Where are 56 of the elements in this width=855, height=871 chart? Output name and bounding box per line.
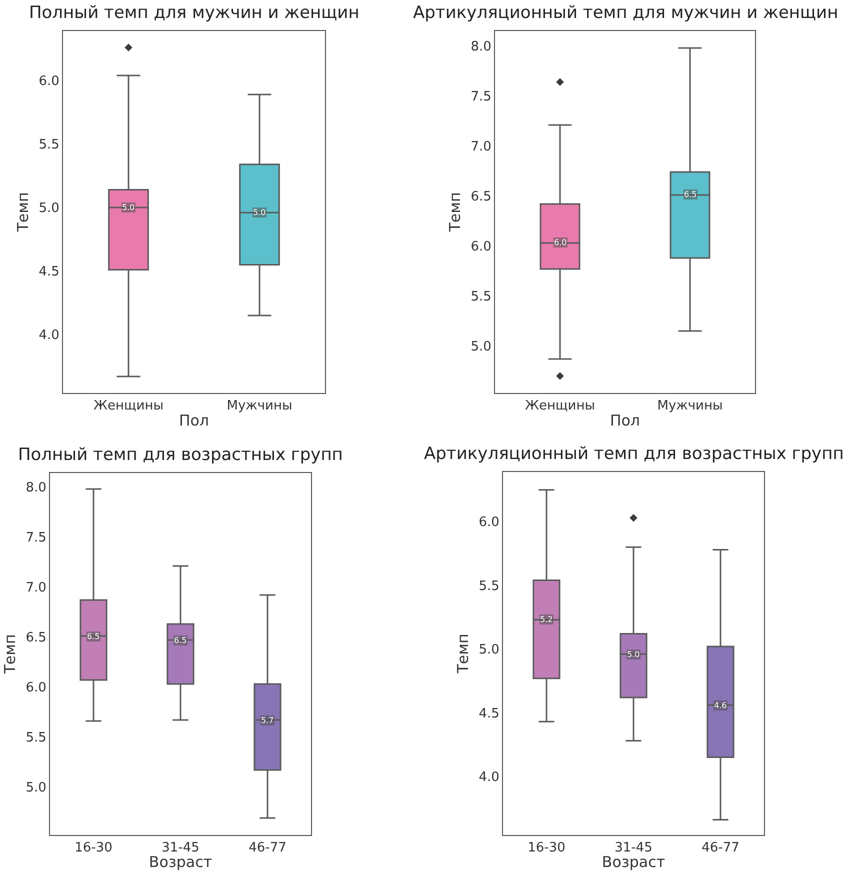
y-tick-label: 6.5 (26, 630, 46, 646)
y-axis-title: Темп (446, 192, 464, 233)
text: 6.5 (87, 632, 100, 641)
text: 4.6 (714, 701, 727, 710)
y-tick-label: 6.0 (478, 515, 500, 530)
y-tick-label: 5.0 (478, 642, 500, 658)
y-tick-label: 8.0 (26, 480, 46, 496)
y-tick-label: 5.5 (470, 290, 492, 305)
y-tick-label: 7.0 (26, 580, 46, 596)
x-tick-label: 46-77 (702, 840, 740, 856)
text: 6.5 (174, 636, 187, 645)
x-tick-label: Мужчины (226, 398, 292, 414)
y-tick-label: 6.0 (38, 74, 60, 90)
y-tick-label: 4.0 (478, 770, 500, 785)
x-tick-label: Мужчины (657, 398, 723, 414)
text: 5.7 (261, 716, 274, 725)
x-tick-label: Женщины (94, 398, 164, 414)
y-tick-label: 6.0 (26, 680, 46, 696)
chart-title: Полный темп для возрастных групп (18, 445, 343, 465)
x-tick-label: 46-77 (248, 840, 286, 856)
text: 5.2 (540, 615, 553, 624)
y-tick-label: 5.0 (470, 340, 492, 355)
y-tick-label: 7.5 (26, 530, 46, 546)
text: 5.0 (122, 203, 135, 212)
x-axis-title: Пол (610, 412, 640, 430)
y-tick-label: 4.0 (38, 328, 60, 344)
text: 6.5 (684, 190, 697, 199)
y-tick-label: 7.0 (470, 140, 492, 155)
x-tick-label: 16-30 (528, 840, 566, 856)
x-tick-label: 31-45 (162, 840, 200, 856)
chart-title: Артикуляционный темп для мужчин и женщин (413, 3, 838, 23)
y-tick-label: 4.5 (478, 706, 500, 722)
y-tick-label: 5.0 (26, 780, 46, 796)
y-tick-label: 6.0 (470, 240, 492, 255)
text: 5.0 (627, 650, 640, 659)
x-tick-label: Женщины (525, 398, 595, 414)
x-tick-label: 31-45 (614, 840, 652, 856)
y-tick-label: 5.0 (38, 201, 60, 216)
text: 5.0 (253, 208, 266, 217)
x-axis-title: Возраст (602, 853, 666, 871)
text: 6.0 (554, 238, 567, 247)
chart-title: Артикуляционный темп для возрастных групп (424, 444, 844, 464)
y-tick-label: 5.5 (26, 730, 46, 746)
y-tick-label: 7.5 (470, 90, 492, 105)
chart-title: Полный темп для мужчин и женщин (29, 3, 360, 23)
y-tick-label: 5.5 (38, 138, 60, 153)
x-axis-title: Возраст (148, 853, 212, 871)
y-tick-label: 4.5 (38, 264, 60, 280)
y-axis-title: Темп (0, 634, 19, 675)
x-axis-title: Пол (178, 412, 210, 430)
y-axis-title: Темп (14, 192, 32, 233)
x-tick-label: 16-30 (74, 840, 112, 856)
y-axis-title: Темп (454, 634, 472, 674)
y-tick-label: 5.5 (478, 578, 500, 594)
y-tick-label: 8.0 (470, 40, 492, 55)
y-tick-label: 6.5 (470, 190, 492, 205)
